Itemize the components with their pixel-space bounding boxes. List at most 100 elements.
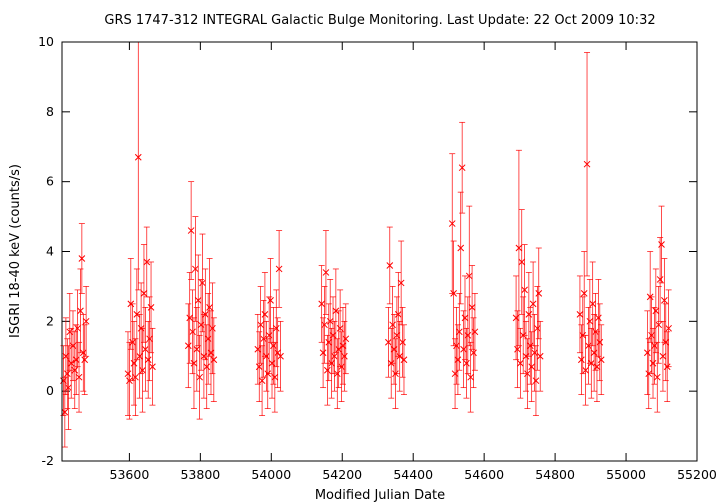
data-point — [194, 254, 202, 347]
x-marker — [193, 345, 201, 353]
data-point — [461, 275, 469, 361]
data-point — [143, 226, 151, 298]
x-marker — [209, 324, 216, 332]
data-point — [189, 289, 196, 375]
x-marker — [206, 304, 213, 311]
x-marker — [515, 244, 523, 252]
x-marker — [126, 377, 133, 385]
x-marker — [529, 300, 537, 308]
data-point — [201, 268, 209, 361]
data-point — [460, 310, 467, 389]
data-point — [196, 334, 203, 420]
data-point — [124, 331, 132, 416]
x-marker — [258, 377, 266, 385]
data-point — [643, 310, 651, 396]
data-point — [254, 314, 262, 385]
data-point — [72, 324, 80, 396]
data-point — [531, 314, 538, 392]
data-point — [453, 307, 460, 385]
x-tick-label: 55000 — [606, 467, 646, 482]
x-marker — [200, 352, 208, 360]
x-marker — [596, 338, 604, 346]
data-point — [197, 279, 205, 371]
x-marker — [329, 331, 337, 339]
x-marker — [255, 363, 263, 371]
data-point — [596, 303, 604, 382]
data-point — [454, 324, 462, 396]
x-marker — [196, 373, 203, 381]
x-marker — [457, 244, 465, 252]
data-point — [132, 338, 139, 416]
x-marker — [339, 342, 347, 350]
x-marker — [393, 331, 401, 339]
data-point — [140, 244, 148, 343]
data-point — [139, 327, 146, 413]
data-point — [655, 286, 663, 364]
x-marker — [659, 352, 667, 360]
data-layer — [60, 42, 672, 448]
x-marker — [597, 356, 605, 364]
x-marker — [207, 349, 215, 357]
data-point — [61, 376, 69, 448]
data-point — [597, 324, 605, 396]
data-point — [535, 247, 543, 340]
data-point — [322, 230, 330, 315]
x-marker — [201, 310, 209, 318]
data-point — [79, 314, 87, 392]
data-point — [385, 307, 392, 378]
data-point — [147, 261, 155, 354]
x-tick-label: 54000 — [251, 467, 291, 482]
x-marker — [192, 265, 199, 273]
x-marker — [134, 153, 142, 161]
x-marker — [326, 317, 334, 325]
data-point — [329, 296, 337, 375]
data-point — [589, 261, 597, 347]
data-point — [261, 272, 269, 357]
x-marker — [268, 359, 276, 367]
data-point — [658, 205, 665, 284]
x-marker — [147, 304, 155, 311]
data-point — [71, 331, 79, 409]
data-point — [66, 293, 74, 371]
data-point — [255, 331, 263, 402]
data-point — [74, 289, 81, 368]
data-point — [464, 296, 472, 375]
x-marker — [186, 314, 194, 322]
data-point — [187, 181, 195, 280]
x-marker — [140, 290, 148, 297]
data-point — [467, 341, 475, 413]
x-marker — [75, 373, 83, 381]
x-marker — [587, 359, 595, 367]
x-axis-label: Modified Julian Date — [315, 488, 445, 503]
x-marker — [535, 290, 543, 297]
x-marker — [270, 342, 277, 350]
x-marker — [394, 310, 402, 318]
x-marker — [465, 272, 473, 280]
x-marker — [71, 366, 79, 374]
data-point — [534, 286, 541, 371]
x-tick-label: 54400 — [393, 467, 433, 482]
data-point — [190, 317, 198, 409]
data-point — [268, 327, 276, 399]
data-point — [75, 341, 83, 413]
x-marker — [321, 321, 328, 329]
data-point — [514, 310, 521, 389]
data-point — [126, 341, 133, 420]
x-marker — [464, 331, 472, 339]
data-point — [512, 275, 520, 361]
data-point — [328, 327, 335, 399]
data-point — [518, 209, 526, 315]
x-marker — [132, 373, 139, 381]
x-marker — [470, 349, 477, 357]
x-marker — [577, 356, 585, 364]
data-point — [465, 205, 473, 347]
x-marker — [397, 279, 405, 287]
x-marker — [261, 310, 269, 318]
x-marker — [461, 314, 469, 322]
x-marker — [335, 345, 343, 353]
x-marker — [658, 241, 665, 248]
x-marker — [62, 352, 70, 360]
data-point — [586, 279, 594, 364]
